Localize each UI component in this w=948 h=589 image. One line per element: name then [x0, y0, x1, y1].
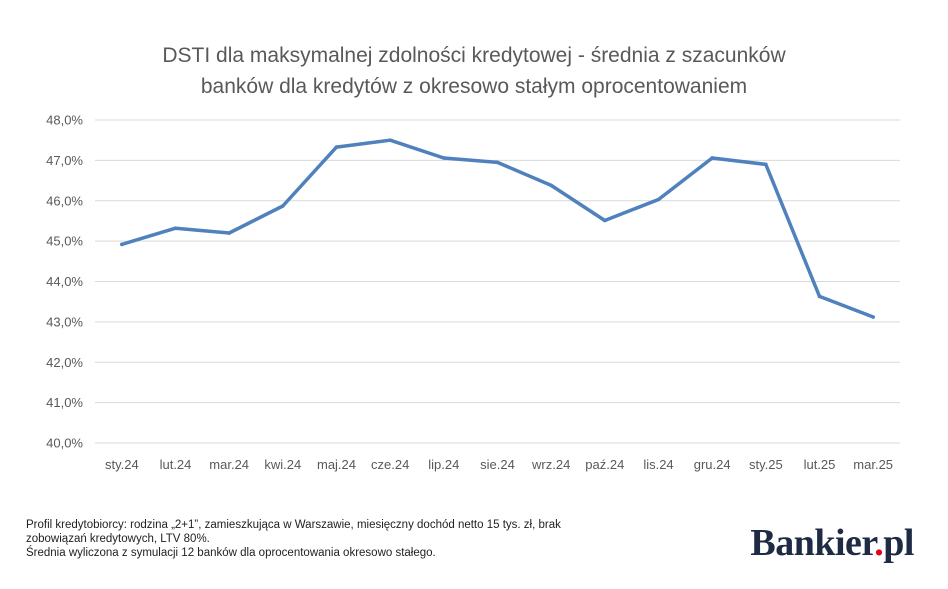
- data-point: [227, 231, 231, 235]
- x-tick-label: sty.24: [105, 457, 139, 472]
- logo-name: Bankier: [750, 522, 875, 564]
- x-tick-label: kwi.24: [264, 457, 301, 472]
- data-point: [120, 242, 124, 247]
- data-point: [603, 218, 607, 223]
- data-point: [334, 145, 339, 149]
- y-tick-label: 43,0%: [46, 314, 83, 329]
- series-group: [120, 138, 875, 319]
- x-tick-label: lip.24: [428, 457, 459, 472]
- data-point: [656, 197, 661, 202]
- footnote-line-3: Średnia wyliczona z symulacji 12 banków …: [26, 547, 436, 559]
- series-line: [120, 138, 875, 319]
- bankier-logo: Bankier.pl: [750, 518, 914, 568]
- y-tick-label: 47,0%: [46, 153, 83, 168]
- data-point: [871, 315, 875, 319]
- footnote-line-1: Profil kredytobiorcy: rodzina „2+1”, zam…: [26, 519, 561, 531]
- y-axis-tick-labels: 40,0% 41,0% 42,0% 43,0% 44,0% 45,0% 46,0% 47,0%…: [46, 113, 83, 451]
- footnote: Profil kredytobiorcy: rodzina „2+1”, zam…: [26, 518, 666, 560]
- data-point: [817, 294, 822, 299]
- logo-tld: pl: [883, 522, 914, 564]
- chart-title-line-1: DSTI dla maksymalnej zdolności kredytowe…: [162, 44, 786, 67]
- x-tick-label: wrz.24: [531, 457, 570, 472]
- x-tick-label: paź.24: [585, 457, 624, 472]
- data-point: [549, 183, 553, 188]
- logo-dot: .: [874, 522, 884, 564]
- y-tick-label: 42,0%: [46, 355, 83, 370]
- y-tick-label: 45,0%: [46, 234, 83, 249]
- x-tick-label: mar.24: [209, 457, 249, 472]
- x-axis-tick-labels: sty.24 lut.24 mar.24 kwi.24 maj.24 cze.24 lip.…: [105, 457, 893, 472]
- data-point: [388, 138, 392, 142]
- gridlines: [95, 119, 900, 444]
- y-tick-label: 40,0%: [46, 436, 83, 451]
- data-point: [764, 162, 768, 167]
- x-tick-label: maj.24: [317, 457, 356, 472]
- chart-title-line-2: banków dla kredytów z okresowo stałym op…: [200, 75, 748, 98]
- data-point: [442, 156, 446, 160]
- x-tick-label: cze.24: [371, 457, 409, 472]
- chart-title: DSTI dla maksymalnej zdolności kredytowe…: [0, 40, 948, 102]
- y-tick-label: 41,0%: [46, 395, 83, 410]
- x-tick-label: sty.25: [749, 457, 783, 472]
- x-tick-label: lut.25: [804, 457, 836, 472]
- x-tick-label: lis.24: [643, 457, 673, 472]
- x-tick-label: gru.24: [694, 457, 731, 472]
- data-point: [495, 160, 500, 165]
- y-tick-label: 46,0%: [46, 193, 83, 208]
- x-tick-label: lut.24: [160, 457, 192, 472]
- data-point: [173, 226, 178, 231]
- x-tick-label: mar.25: [853, 457, 893, 472]
- footnote-line-2: zobowiązań kredytowych, LTV 80%.: [26, 533, 210, 545]
- y-tick-label: 48,0%: [46, 113, 83, 128]
- data-point: [281, 204, 285, 208]
- y-tick-label: 44,0%: [46, 274, 83, 289]
- data-point: [710, 156, 714, 160]
- x-tick-label: sie.24: [480, 457, 515, 472]
